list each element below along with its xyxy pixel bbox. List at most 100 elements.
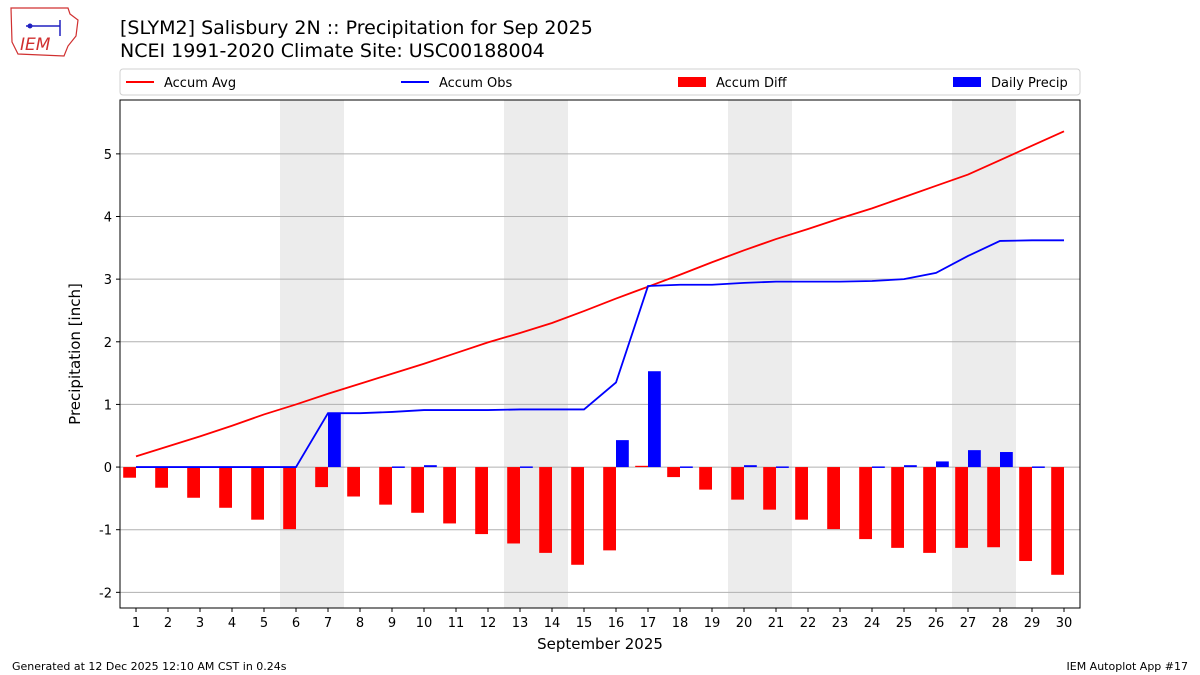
- x-tick-label: 24: [864, 616, 881, 631]
- x-tick-label: 4: [228, 616, 236, 631]
- logo-text: IEM: [20, 35, 51, 55]
- x-tick-label: 3: [196, 616, 204, 631]
- x-tick-label: 10: [416, 616, 433, 631]
- daily-precip-bar: [328, 413, 341, 468]
- weekend-shade: [280, 100, 344, 608]
- daily-precip-bar: [648, 371, 661, 468]
- daily-precip-bar: [776, 466, 789, 468]
- y-tick-label: 0: [104, 461, 112, 476]
- accum-diff-bar: [123, 467, 136, 478]
- accum-diff-bar: [795, 467, 808, 520]
- x-tick-label: 28: [992, 616, 1009, 631]
- accum-diff-bar: [379, 467, 392, 505]
- accum-diff-bar: [475, 467, 488, 535]
- daily-precip-bar: [392, 466, 405, 468]
- legend-label: Accum Diff: [716, 76, 788, 91]
- y-axis-label: Precipitation [inch]: [66, 283, 84, 425]
- x-tick-label: 30: [1056, 616, 1073, 631]
- y-tick-label: 4: [104, 211, 112, 226]
- x-tick-label: 11: [448, 616, 465, 631]
- x-tick-label: 9: [388, 616, 396, 631]
- x-tick-label: 2: [164, 616, 172, 631]
- daily-precip-bar: [520, 466, 533, 468]
- accum-diff-bar: [443, 467, 456, 524]
- legend-swatch: [678, 77, 706, 87]
- daily-precip-bar: [744, 465, 757, 468]
- x-tick-label: 5: [260, 616, 268, 631]
- x-tick-label: 8: [356, 616, 364, 631]
- x-tick-label: 15: [576, 616, 593, 631]
- accum-diff-bar: [987, 467, 1000, 548]
- legend-label: Accum Obs: [439, 76, 512, 91]
- daily-precip-bar: [680, 466, 693, 468]
- y-tick-label: -2: [99, 586, 112, 601]
- daily-precip-bar: [968, 450, 981, 468]
- x-tick-label: 16: [608, 616, 625, 631]
- x-tick-label: 19: [704, 616, 721, 631]
- accum-diff-bar: [155, 467, 168, 488]
- y-tick-label: 5: [104, 148, 112, 163]
- daily-precip-bar: [1032, 466, 1045, 468]
- x-tick-label: 14: [544, 616, 561, 631]
- legend-label: Accum Avg: [164, 76, 236, 91]
- iem-logo-icon: IEM: [10, 7, 79, 57]
- accum-diff-bar: [347, 467, 360, 497]
- x-tick-label: 7: [324, 616, 332, 631]
- accum-diff-bar: [411, 467, 424, 513]
- accum-diff-bar: [1019, 467, 1032, 562]
- y-tick-label: 1: [104, 398, 112, 413]
- accum-diff-bar: [923, 467, 936, 553]
- daily-precip-bar: [616, 440, 629, 468]
- app-credit: IEM Autoplot App #17: [1066, 660, 1189, 673]
- accum-diff-bar: [315, 467, 328, 488]
- accum-diff-bar: [891, 467, 904, 548]
- accum-obs-line: [136, 239, 1064, 468]
- accum-diff-bar: [699, 467, 712, 490]
- x-tick-label: 13: [512, 616, 529, 631]
- legend-box: [119, 68, 1081, 96]
- daily-precip-bar: [872, 466, 885, 468]
- accum-diff-bar: [859, 467, 872, 540]
- accum-diff-bar: [539, 467, 552, 553]
- y-tick-label: -1: [99, 524, 112, 539]
- x-tick-label: 1: [132, 616, 140, 631]
- accum-diff-bar: [667, 467, 680, 478]
- accum-diff-bar: [603, 467, 616, 551]
- x-tick-label: 23: [832, 616, 849, 631]
- x-tick-label: 20: [736, 616, 753, 631]
- accum-diff-bar: [955, 467, 968, 548]
- accum-diff-bar: [507, 467, 520, 544]
- daily-precip-bar: [1000, 452, 1013, 468]
- y-tick-label: 3: [104, 273, 112, 288]
- accum-diff-bar: [187, 467, 200, 498]
- weekend-shade: [728, 100, 792, 608]
- accum-diff-bar: [571, 467, 584, 565]
- daily-precip-bar: [936, 461, 949, 468]
- generated-timestamp: Generated at 12 Dec 2025 12:10 AM CST in…: [12, 660, 287, 673]
- accum-diff-bar: [731, 467, 744, 500]
- x-tick-label: 25: [896, 616, 913, 631]
- chart-subtitle: NCEI 1991-2020 Climate Site: USC00188004: [120, 40, 545, 62]
- chart-title: [SLYM2] Salisbury 2N :: Precipitation fo…: [120, 17, 593, 39]
- accum-diff-bar: [219, 467, 232, 508]
- x-tick-label: 27: [960, 616, 977, 631]
- x-tick-label: 17: [640, 616, 657, 631]
- y-tick-label: 2: [104, 336, 112, 351]
- daily-precip-bar: [904, 465, 917, 468]
- x-tick-label: 6: [292, 616, 300, 631]
- x-tick-label: 22: [800, 616, 817, 631]
- x-tick-label: 21: [768, 616, 785, 631]
- accum-avg-line: [135, 130, 1065, 458]
- accum-diff-bar: [251, 467, 264, 520]
- legend-label: Daily Precip: [991, 76, 1068, 91]
- x-axis-label: September 2025: [537, 635, 663, 653]
- accum-diff-bar: [1051, 467, 1064, 575]
- x-tick-label: 12: [480, 616, 497, 631]
- legend-swatch: [953, 77, 981, 87]
- accum-diff-bar: [635, 465, 648, 468]
- iem-logo: IEM: [8, 6, 80, 58]
- x-tick-label: 29: [1024, 616, 1041, 631]
- accum-diff-bar: [763, 467, 776, 510]
